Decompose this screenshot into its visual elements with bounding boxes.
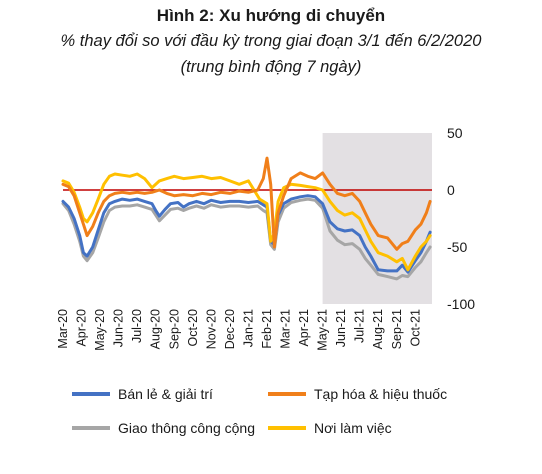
y-tick-label: -50 xyxy=(447,239,467,255)
chart-title: Hình 2: Xu hướng di chuyển xyxy=(156,6,386,25)
legend-label: Giao thông công cộng xyxy=(118,420,255,436)
x-tick-label: May-21 xyxy=(316,309,330,351)
legend-item: Bán lẻ & giải trí xyxy=(72,386,213,402)
x-tick-label: Jul-20 xyxy=(130,309,144,343)
legend-label: Nơi làm việc xyxy=(314,420,392,436)
legend-label: Tạp hóa & hiệu thuốc xyxy=(314,386,448,402)
y-axis-tick-labels: 50 0 -50 -100 xyxy=(447,125,475,312)
x-tick-label: Dec-20 xyxy=(223,309,237,349)
series-line-1 xyxy=(61,156,432,251)
shaded-period-layer xyxy=(322,133,432,304)
legend-item: Giao thông công cộng xyxy=(72,420,255,436)
chart-subtitle-line1: % thay đổi so với đầu kỳ trong giai đoạn… xyxy=(60,32,482,50)
y-tick-label: 0 xyxy=(447,182,455,198)
chart-subtitle-line2: (trung bình động 7 ngày) xyxy=(180,58,362,76)
x-tick-label: Jun-20 xyxy=(112,309,126,347)
series-layer xyxy=(61,156,432,281)
x-tick-label: Jan-21 xyxy=(241,309,255,347)
x-tick-label: Jul-21 xyxy=(353,309,367,343)
legend-swatch xyxy=(72,426,110,430)
x-tick-label: Oct-20 xyxy=(186,309,200,347)
x-tick-label: Oct-21 xyxy=(408,309,422,347)
x-tick-label: Apr-21 xyxy=(297,309,311,347)
legend-swatch xyxy=(268,426,306,430)
legend-item: Tạp hóa & hiệu thuốc xyxy=(268,386,447,402)
x-tick-label: Aug-20 xyxy=(149,309,163,349)
x-tick-label: Apr-20 xyxy=(75,309,89,347)
x-tick-label: Sep-21 xyxy=(390,309,404,349)
legend-swatch xyxy=(72,392,110,396)
y-tick-label: 50 xyxy=(447,125,463,141)
x-tick-label: Mar-20 xyxy=(56,309,70,349)
x-tick-label: Mar-21 xyxy=(279,309,293,349)
legend-item: Nơi làm việc xyxy=(268,420,392,436)
legend-label: Bán lẻ & giải trí xyxy=(118,386,213,402)
x-tick-label: May-20 xyxy=(93,309,107,351)
x-tick-label: Sep-20 xyxy=(167,309,181,349)
series-line-2 xyxy=(61,197,432,281)
x-tick-label: Aug-21 xyxy=(371,309,385,349)
legend-swatch xyxy=(268,392,306,396)
x-tick-label: Jun-21 xyxy=(334,309,348,347)
x-tick-label: Nov-20 xyxy=(204,309,218,349)
y-tick-label: -100 xyxy=(447,296,475,312)
x-axis-tick-labels: Mar-20 Apr-20 May-20 Jun-20 Jul-20 Aug-20 Sep-… xyxy=(56,309,422,351)
shaded-period-band xyxy=(322,133,432,304)
x-tick-label: Feb-21 xyxy=(260,309,274,349)
series-line-0 xyxy=(61,194,432,274)
